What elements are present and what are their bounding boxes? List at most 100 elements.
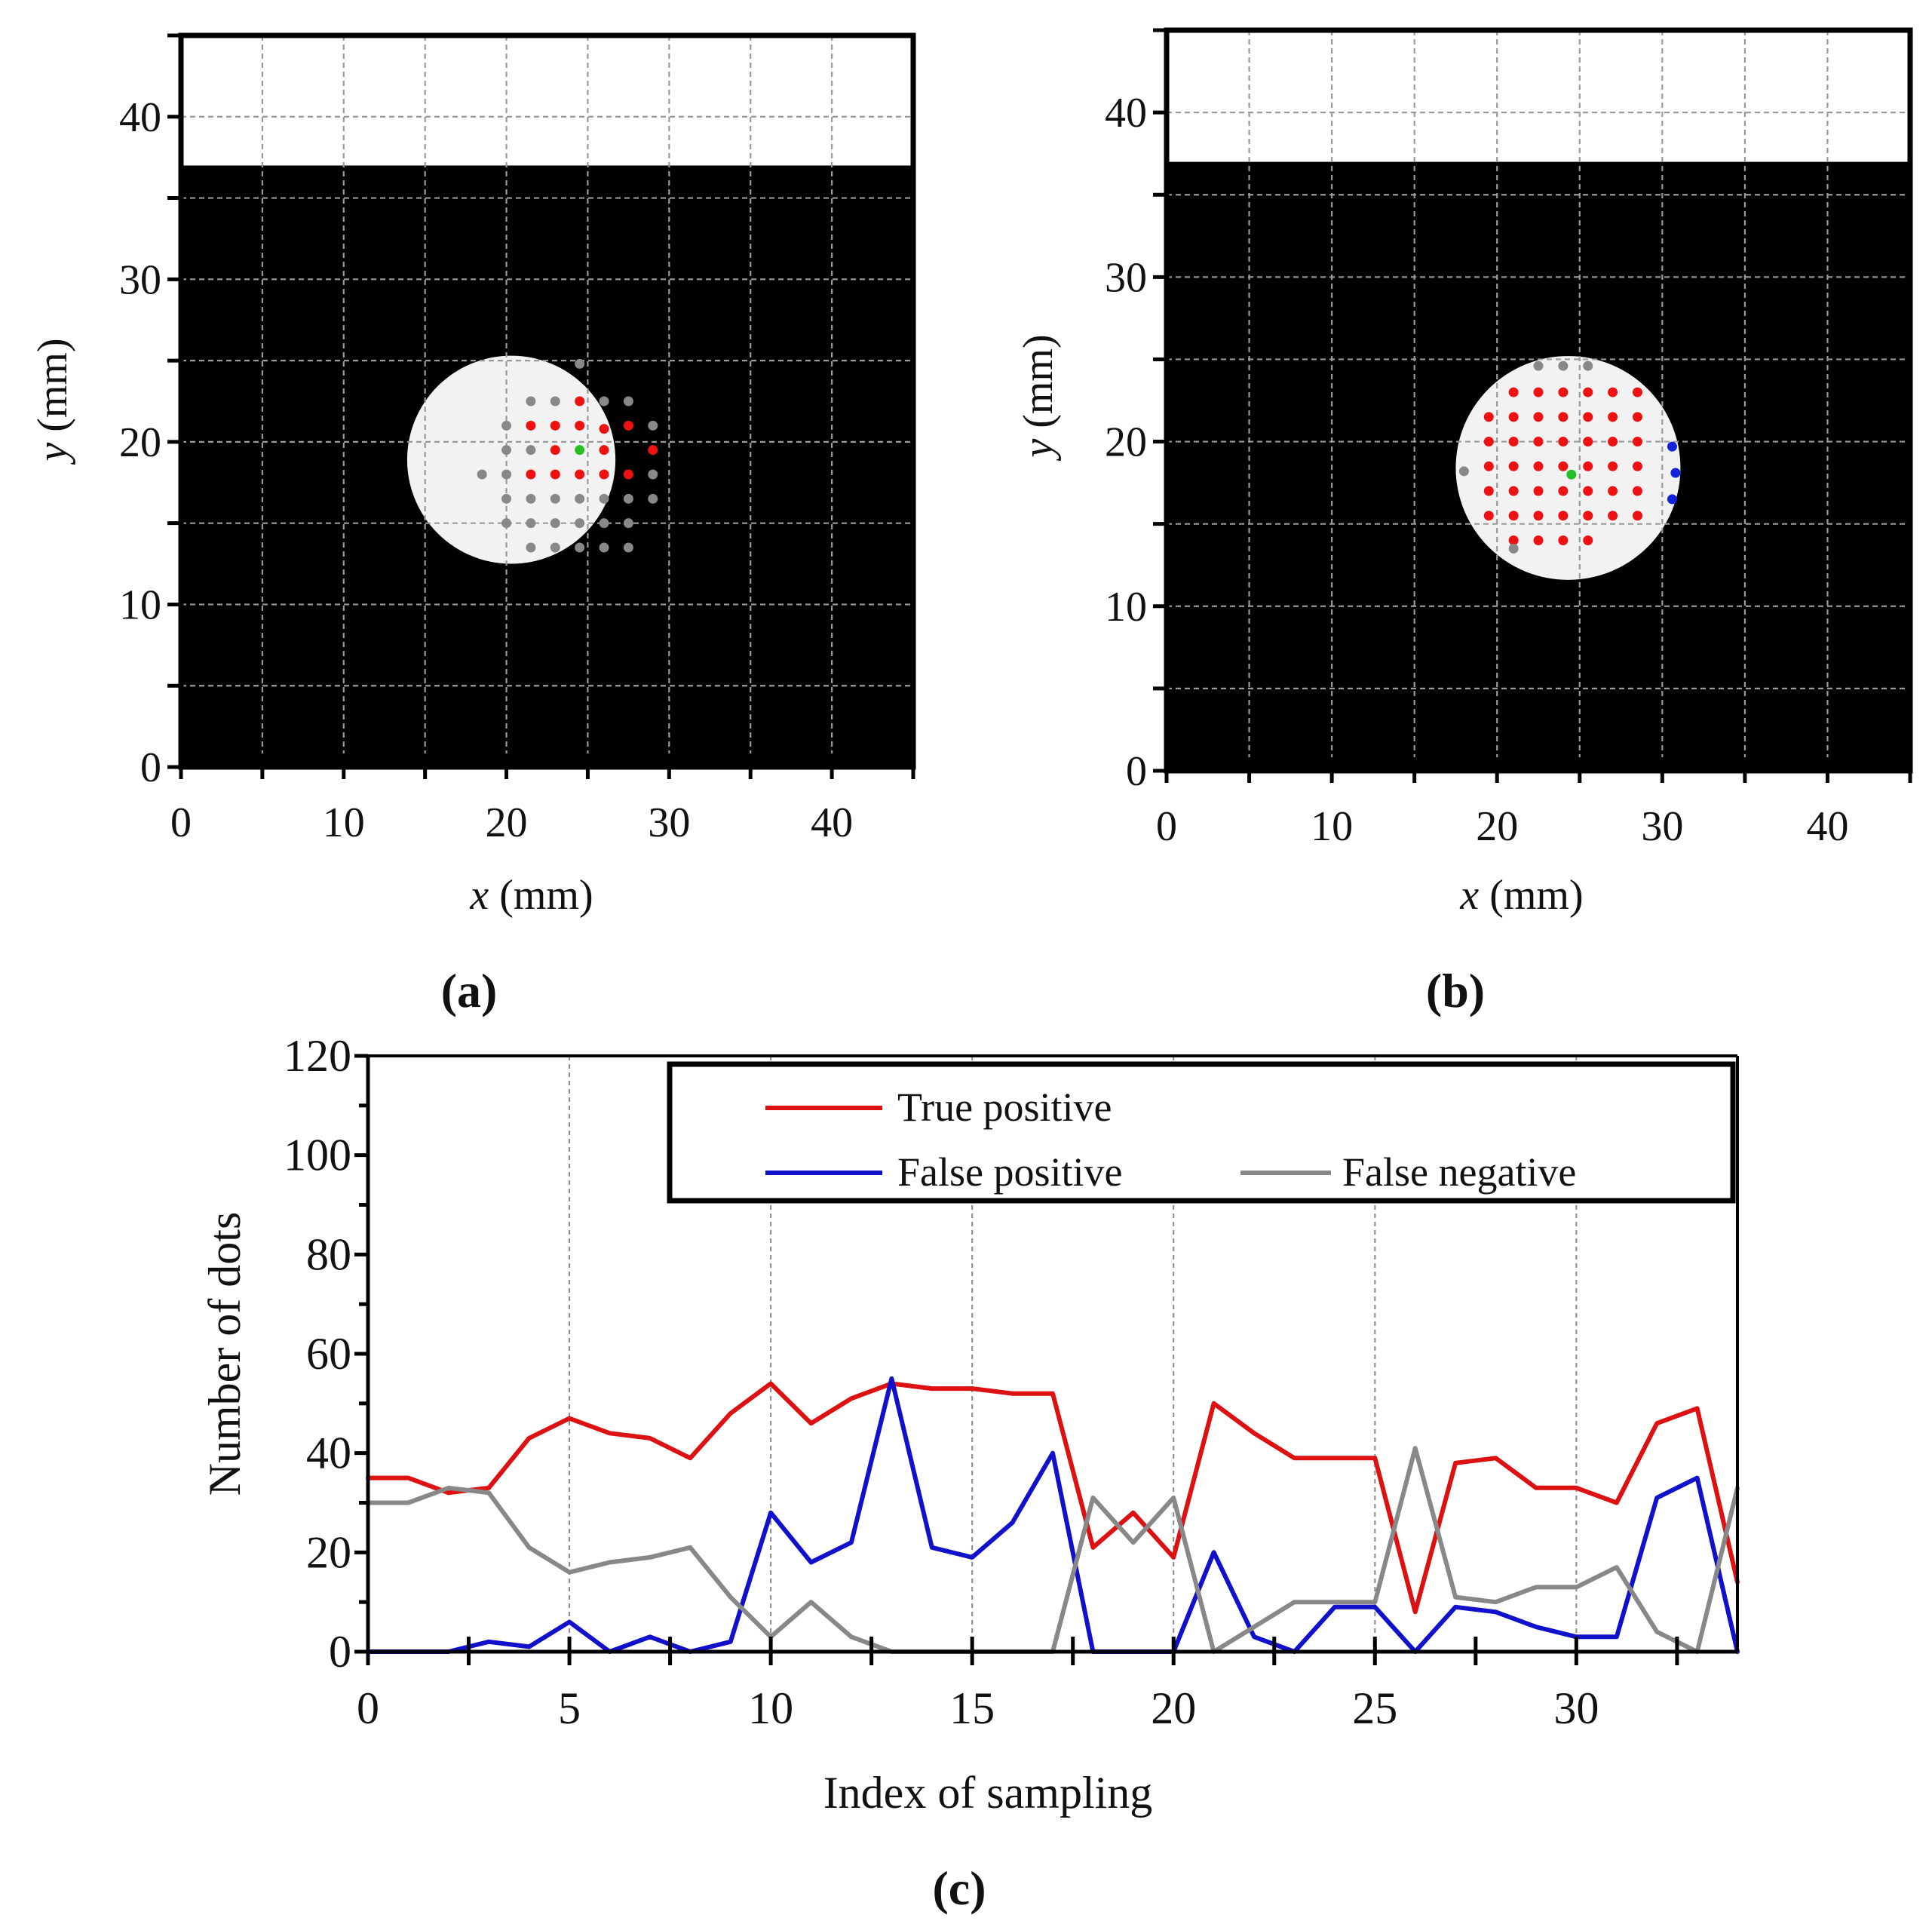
panel-c-ytick-label: 40: [306, 1428, 351, 1478]
panel-a-ytick-label: 40: [119, 94, 161, 141]
panel-b-xtick-label: 30: [1641, 803, 1683, 850]
panel-b-ylabel-var: y: [1015, 439, 1062, 462]
panel-a-false-negative-dot: [575, 493, 585, 504]
series-line-false-negative: [366, 1446, 1740, 1654]
panel-a-false-negative-dot: [623, 518, 633, 529]
panel-b-xtick-label: 40: [1806, 803, 1848, 850]
panel-b-true-positive-dot: [1508, 486, 1519, 496]
panel-c-ytick-label: 0: [329, 1627, 351, 1677]
panel-b-true-positive-dot: [1508, 461, 1519, 471]
panel-b-ylabel: y (mm): [1015, 334, 1062, 461]
panel-a-xlabel-var: x: [469, 872, 489, 919]
panel-a-xtick-label: 30: [648, 799, 690, 846]
panel-b-true-positive-dot: [1533, 511, 1544, 521]
panel-a-true-positive-dot: [526, 469, 536, 480]
panel-a-false-negative-dot: [526, 542, 536, 553]
panel-a: 0 10 20 30 40 0 10 20 30 40 y (mm) x (mm) (a): [29, 32, 916, 1017]
panel-b-caption: (b): [1426, 964, 1485, 1017]
panel-b-true-positive-dot: [1483, 412, 1494, 422]
legend-label-false-positive: False positive: [897, 1149, 1122, 1195]
panel-c-ylabel: Number of dots: [200, 1212, 250, 1496]
panel-c-plot-area: 0 20 40 60 80 100 120 0 5 10 15 20 25 30: [284, 1031, 1740, 1733]
panel-a-ytick-label: 20: [119, 419, 161, 466]
panel-a-false-negative-dot: [550, 493, 560, 504]
panel-a-true-positive-dot: [550, 445, 560, 456]
panel-b-true-positive-dot: [1558, 511, 1569, 521]
panel-b-true-positive-dot: [1632, 486, 1642, 496]
panel-b-true-positive-dot: [1558, 535, 1569, 545]
panel-c-xtick-label: 5: [558, 1683, 581, 1733]
panel-c-xtick-label: 0: [357, 1683, 379, 1733]
panel-b-ytick-label: 10: [1105, 584, 1147, 631]
panel-b-ytick-label: 40: [1105, 90, 1147, 137]
panel-a-false-negative-dot: [575, 542, 585, 553]
panel-b-true-positive-dot: [1533, 412, 1544, 422]
panel-b-true-positive-dot: [1608, 412, 1618, 422]
series-line-true-positive: [366, 1381, 1740, 1615]
panel-b-false-negative-dot: [1458, 466, 1469, 477]
panel-b-xlabel: x (mm): [1459, 872, 1583, 919]
panel-a-true-positive-dot: [526, 420, 536, 431]
panel-c-xtick-label: 10: [748, 1683, 793, 1733]
panel-b-true-positive-dot: [1608, 387, 1618, 397]
panel-b: 0 10 20 30 40 0 10 20 30 40 y (mm) x (mm) (b): [1015, 27, 1913, 1017]
panel-b-true-positive-dot: [1558, 461, 1569, 471]
panel-a-false-negative-dot: [599, 396, 609, 407]
legend-label-false-negative: False negative: [1342, 1149, 1576, 1195]
panel-b-plot-area: 0 10 20 30 40 0 10 20 30 40: [1105, 27, 1913, 850]
panel-a-false-negative-dot: [599, 493, 609, 504]
panel-a-false-negative-dot: [477, 469, 487, 480]
panel-c-xtick-label: 20: [1151, 1683, 1196, 1733]
panel-b-true-positive-dot: [1583, 437, 1593, 447]
panel-b-false-negative-dot: [1558, 361, 1569, 371]
panel-b-xtick-label: 20: [1476, 803, 1518, 850]
panel-a-true-positive-dot: [550, 469, 560, 480]
panel-a-false-negative-dot: [623, 542, 633, 553]
panel-a-false-negative-dot: [501, 469, 512, 480]
panel-b-true-positive-dot: [1632, 437, 1642, 447]
panel-b-true-positive-dot: [1533, 387, 1544, 397]
panel-a-false-negative-dot: [575, 518, 585, 529]
panel-b-true-positive-dot: [1483, 486, 1494, 496]
panel-b-true-positive-dot: [1608, 437, 1618, 447]
panel-b-false-negative-dot: [1508, 543, 1519, 554]
panel-b-true-positive-dot: [1632, 412, 1642, 422]
panel-a-false-negative-dot: [526, 493, 536, 504]
panel-a-true-positive-dot: [575, 420, 585, 431]
series-line-false-positive: [366, 1376, 1740, 1654]
panel-a-true-positive-dot: [575, 396, 585, 407]
panel-a-xtick-label: 40: [811, 799, 853, 846]
panel-c-ytick-label: 120: [284, 1031, 351, 1081]
panel-a-true-positive-dot: [599, 469, 609, 480]
panel-b-true-positive-dot: [1632, 461, 1642, 471]
panel-a-grid: [181, 35, 913, 767]
panel-c-ytick-label: 20: [306, 1527, 351, 1577]
panel-b-false-positive-dot: [1670, 468, 1681, 478]
panel-a-false-negative-dot: [623, 493, 633, 504]
panel-a-true-positive-dot: [575, 469, 585, 480]
panel-a-ytick-label: 30: [119, 256, 161, 303]
panel-b-false-positive-dot: [1667, 494, 1677, 505]
panel-a-false-negative-dot: [501, 445, 512, 456]
panel-a-true-positive-dot: [599, 424, 609, 434]
panel-b-true-positive-dot: [1508, 412, 1519, 422]
panel-b-true-positive-dot: [1632, 387, 1642, 397]
panel-b-true-positive-dot: [1583, 486, 1593, 496]
panel-a-xtick-label: 0: [170, 799, 192, 846]
panel-b-true-positive-dot: [1583, 461, 1593, 471]
panel-b-grid: [1167, 30, 1910, 771]
panel-a-ytick-label: 10: [119, 581, 161, 628]
panel-a-frame: [178, 32, 916, 770]
panel-b-true-positive-dot: [1533, 437, 1544, 447]
panel-b-ytick-label: 0: [1126, 748, 1147, 795]
panel-a-target-disk: [406, 355, 616, 564]
panel-c-xtick-label: 15: [949, 1683, 995, 1733]
panel-b-true-positive-dot: [1608, 511, 1618, 521]
panel-b-xtick-label: 0: [1156, 803, 1177, 850]
panel-b-true-positive-dot: [1508, 387, 1519, 397]
panel-c-caption: (c): [932, 1861, 986, 1915]
panel-c-xtick-label: 30: [1553, 1683, 1599, 1733]
panel-a-false-negative-dot: [501, 420, 512, 431]
panel-b-true-positive-dot: [1608, 486, 1618, 496]
